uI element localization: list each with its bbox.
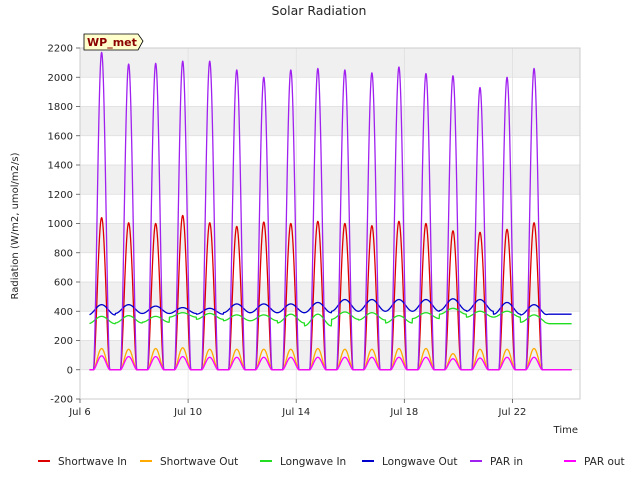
y-tick-label: 400 [54, 307, 73, 318]
legend-label: PAR out [584, 456, 625, 468]
y-tick-label: 1400 [48, 161, 73, 172]
plot-band [80, 165, 580, 195]
x-axis-ticks: Jul 6 Jul 10 Jul 14 Jul 18 Jul 22 [68, 399, 526, 418]
legend-label: Longwave Out [382, 456, 457, 468]
site-badge: WP_met [83, 33, 144, 51]
series-layer [89, 51, 572, 371]
x-tick-label: Jul 6 [68, 407, 91, 418]
series-line-longwave-out [89, 298, 572, 316]
plot-band [80, 369, 580, 399]
plot-band [80, 48, 580, 78]
y-tick-label: 2200 [48, 44, 73, 55]
plot-band [80, 340, 580, 370]
y-tick-label: 200 [54, 336, 73, 347]
chart-title: Solar Radiation [272, 3, 367, 18]
plot-band [80, 282, 580, 312]
plot-band [80, 252, 580, 282]
legend-label: Longwave In [280, 456, 346, 468]
legend-label: Shortwave In [58, 456, 127, 468]
series-line-longwave-in [89, 307, 572, 327]
x-tick-label: Jul 22 [497, 407, 526, 418]
plot-band [80, 223, 580, 253]
y-axis-label: Radiation (W/m2, umol/m2/s) [10, 152, 21, 299]
x-tick-label: Jul 18 [389, 407, 418, 418]
y-tick-label: 600 [54, 278, 73, 289]
y-tick-label: 1200 [48, 190, 73, 201]
y-tick-label: 800 [54, 248, 73, 259]
y-tick-label: -200 [50, 395, 73, 406]
y-tick-label: 2000 [48, 73, 73, 84]
y-tick-label: 1800 [48, 102, 73, 113]
y-tick-label: 1600 [48, 131, 73, 142]
legend-label: PAR in [490, 456, 523, 468]
plot-band [80, 194, 580, 224]
series-line-par-out [89, 355, 572, 371]
plot-band [80, 106, 580, 136]
legend-label: Shortwave Out [160, 456, 238, 468]
y-tick-label: 0 [67, 365, 73, 376]
plot-band [80, 77, 580, 107]
site-label: WP_met [87, 36, 137, 49]
x-tick-label: Jul 14 [281, 407, 310, 418]
y-tick-label: 1000 [48, 219, 73, 230]
y-axis-ticks: -200 0 200 400 600 800 1000 1200 1400 1600 1800 200… [48, 44, 80, 406]
plot-band [80, 135, 580, 165]
x-tick-label: Jul 10 [173, 407, 202, 418]
legend: Shortwave In Shortwave Out Longwave In Long… [38, 456, 625, 468]
x-axis-label: Time [553, 425, 578, 436]
